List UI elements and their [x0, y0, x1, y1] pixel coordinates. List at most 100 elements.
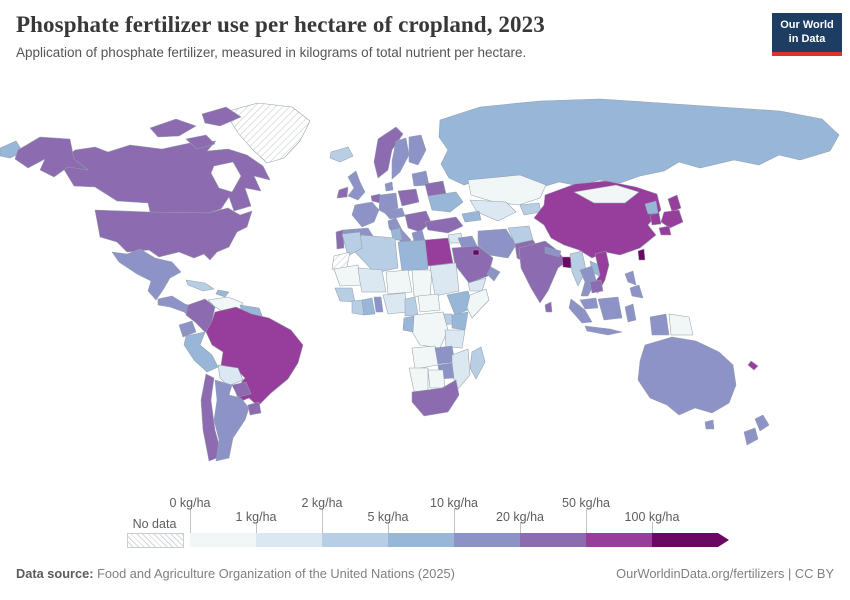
country-ukraine[interactable]: [427, 191, 464, 213]
country-algeria[interactable]: [354, 234, 399, 274]
country-benin[interactable]: [373, 296, 384, 313]
country-niger[interactable]: [385, 269, 413, 295]
country-morocco[interactable]: [341, 231, 363, 257]
country-canada[interactable]: [201, 106, 242, 127]
country-canada[interactable]: [59, 140, 271, 214]
country-japan[interactable]: [667, 194, 682, 213]
country-thailand[interactable]: [579, 265, 597, 297]
country-tanzania[interactable]: [444, 329, 466, 349]
country-japan[interactable]: [660, 209, 684, 229]
country-skorea[interactable]: [649, 212, 662, 226]
country-libya[interactable]: [397, 239, 429, 272]
country-ecuador[interactable]: [178, 320, 197, 338]
country-hispaniola[interactable]: [215, 289, 230, 298]
country-oman[interactable]: [486, 266, 501, 282]
country-ireland[interactable]: [336, 186, 349, 199]
country-caucasus[interactable]: [461, 210, 482, 223]
country-greece[interactable]: [411, 229, 426, 242]
country-mali[interactable]: [357, 267, 387, 293]
country-sweden[interactable]: [391, 137, 410, 180]
country-usa[interactable]: [94, 207, 253, 261]
country-brazil[interactable]: [205, 306, 304, 407]
country-cameroon[interactable]: [404, 296, 419, 317]
country-congo[interactable]: [402, 315, 415, 333]
country-usa[interactable]: [14, 136, 89, 178]
country-canada[interactable]: [185, 134, 216, 150]
country-balkans[interactable]: [404, 210, 432, 233]
country-tunisia[interactable]: [390, 227, 403, 241]
country-cambodia[interactable]: [589, 279, 604, 294]
country-portugal[interactable]: [335, 229, 345, 250]
country-uruguay[interactable]: [247, 401, 262, 416]
country-newzealand[interactable]: [743, 427, 759, 446]
country-philippines[interactable]: [629, 284, 644, 299]
country-sudan[interactable]: [429, 262, 460, 297]
legend-bucket-0-1-[interactable]: [190, 533, 256, 547]
country-car[interactable]: [417, 293, 441, 313]
country-canada[interactable]: [149, 118, 197, 138]
country-indonesia[interactable]: [624, 303, 637, 323]
country-madagascar[interactable]: [469, 346, 486, 380]
country-mexico[interactable]: [111, 248, 182, 301]
country-centralasia[interactable]: [469, 199, 517, 222]
country-botswana[interactable]: [427, 369, 446, 389]
legend-bucket-10-20-[interactable]: [454, 533, 520, 547]
country-newzealand[interactable]: [754, 414, 770, 432]
country-australia[interactable]: [704, 419, 715, 430]
country-kenya[interactable]: [451, 311, 469, 331]
country-philippines[interactable]: [624, 270, 637, 286]
country-namibia[interactable]: [408, 367, 429, 393]
country-turkey[interactable]: [424, 216, 464, 234]
country-indonesia[interactable]: [584, 325, 623, 336]
country-iran[interactable]: [477, 228, 517, 259]
country-chad[interactable]: [411, 269, 433, 299]
country-malaysia[interactable]: [579, 297, 599, 310]
country-indonesia[interactable]: [649, 313, 670, 336]
legend-bucket-50-100-[interactable]: [586, 533, 652, 547]
country-paraguay[interactable]: [231, 381, 252, 398]
country-png[interactable]: [668, 313, 694, 336]
country-kuwait[interactable]: [472, 249, 480, 256]
country-china[interactable]: [533, 180, 662, 259]
legend-bucket-20-50-[interactable]: [520, 533, 586, 547]
legend-bucket-2-5-[interactable]: [322, 533, 388, 547]
country-india[interactable]: [518, 240, 567, 304]
country-peru[interactable]: [183, 331, 219, 373]
legend-no-data-swatch[interactable]: [127, 533, 184, 548]
country-australia[interactable]: [637, 336, 737, 416]
country-senegal[interactable]: [334, 287, 356, 303]
owid-logo[interactable]: Our World in Data: [772, 13, 842, 56]
country-uk[interactable]: [347, 170, 366, 201]
footer-link[interactable]: OurWorldinData.org/fertilizers | CC BY: [616, 566, 834, 581]
country-myanmar[interactable]: [569, 250, 587, 287]
country-denmark[interactable]: [384, 181, 394, 192]
country-nepal[interactable]: [544, 246, 562, 258]
country-greenland[interactable]: [224, 102, 311, 164]
country-japan[interactable]: [658, 225, 672, 236]
country-nigeria[interactable]: [382, 292, 409, 315]
country-mongolia[interactable]: [573, 184, 640, 204]
country-newcaledonia[interactable]: [747, 360, 759, 371]
country-bangladesh[interactable]: [561, 256, 572, 269]
country-srilanka[interactable]: [544, 301, 553, 313]
country-benelux[interactable]: [370, 193, 381, 204]
country-kazakhstan[interactable]: [467, 174, 547, 206]
country-ghana[interactable]: [361, 297, 376, 316]
country-somalia[interactable]: [466, 288, 490, 319]
legend-bucket-1-2-[interactable]: [256, 533, 322, 547]
country-taiwan[interactable]: [637, 248, 646, 261]
country-france[interactable]: [351, 201, 380, 228]
legend-bucket-100+-[interactable]: [652, 533, 718, 547]
country-finland[interactable]: [408, 134, 427, 166]
country-indonesia[interactable]: [597, 296, 623, 321]
country-argentina[interactable]: [213, 379, 250, 462]
country-norway[interactable]: [373, 126, 404, 179]
country-cuba[interactable]: [185, 279, 215, 292]
country-angola[interactable]: [411, 345, 439, 370]
country-russia[interactable]: [438, 98, 840, 189]
country-southafrica[interactable]: [411, 379, 460, 417]
country-iceland[interactable]: [329, 146, 354, 163]
country-indonesia[interactable]: [568, 298, 593, 324]
country-drc[interactable]: [410, 311, 449, 349]
country-poland[interactable]: [397, 188, 420, 207]
